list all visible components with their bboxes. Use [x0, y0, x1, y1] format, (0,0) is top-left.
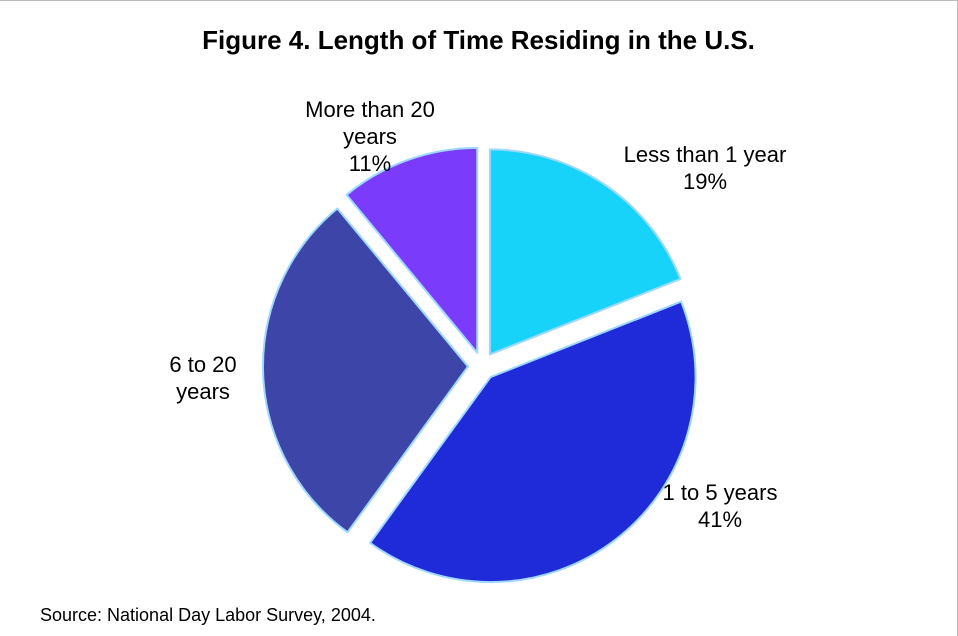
pie-slice: [262, 207, 470, 534]
slice-label: Less than 1 year 19%: [600, 141, 810, 195]
chart-title: Figure 4. Length of Time Residing in the…: [202, 25, 755, 55]
slice-label: More than 20 years 11%: [295, 96, 445, 177]
source-note: Source: National Day Labor Survey, 2004.: [40, 605, 376, 625]
category-label: 1 to 5 years: [662, 480, 778, 505]
category-label: 6 to 20 years: [169, 352, 237, 404]
slice-label: 1 to 5 years 41%: [620, 479, 820, 533]
category-label: More than 20 years: [305, 97, 435, 149]
value-label: 11%: [348, 151, 392, 176]
pie-slice: [488, 148, 682, 356]
category-label: Less than 1 year: [623, 142, 787, 167]
pie-slice: [369, 300, 697, 584]
pie-slice: [345, 146, 479, 354]
value-label: 19%: [682, 169, 728, 194]
slice-label: 6 to 20 years: [148, 351, 258, 405]
value-label: 41%: [697, 507, 743, 532]
